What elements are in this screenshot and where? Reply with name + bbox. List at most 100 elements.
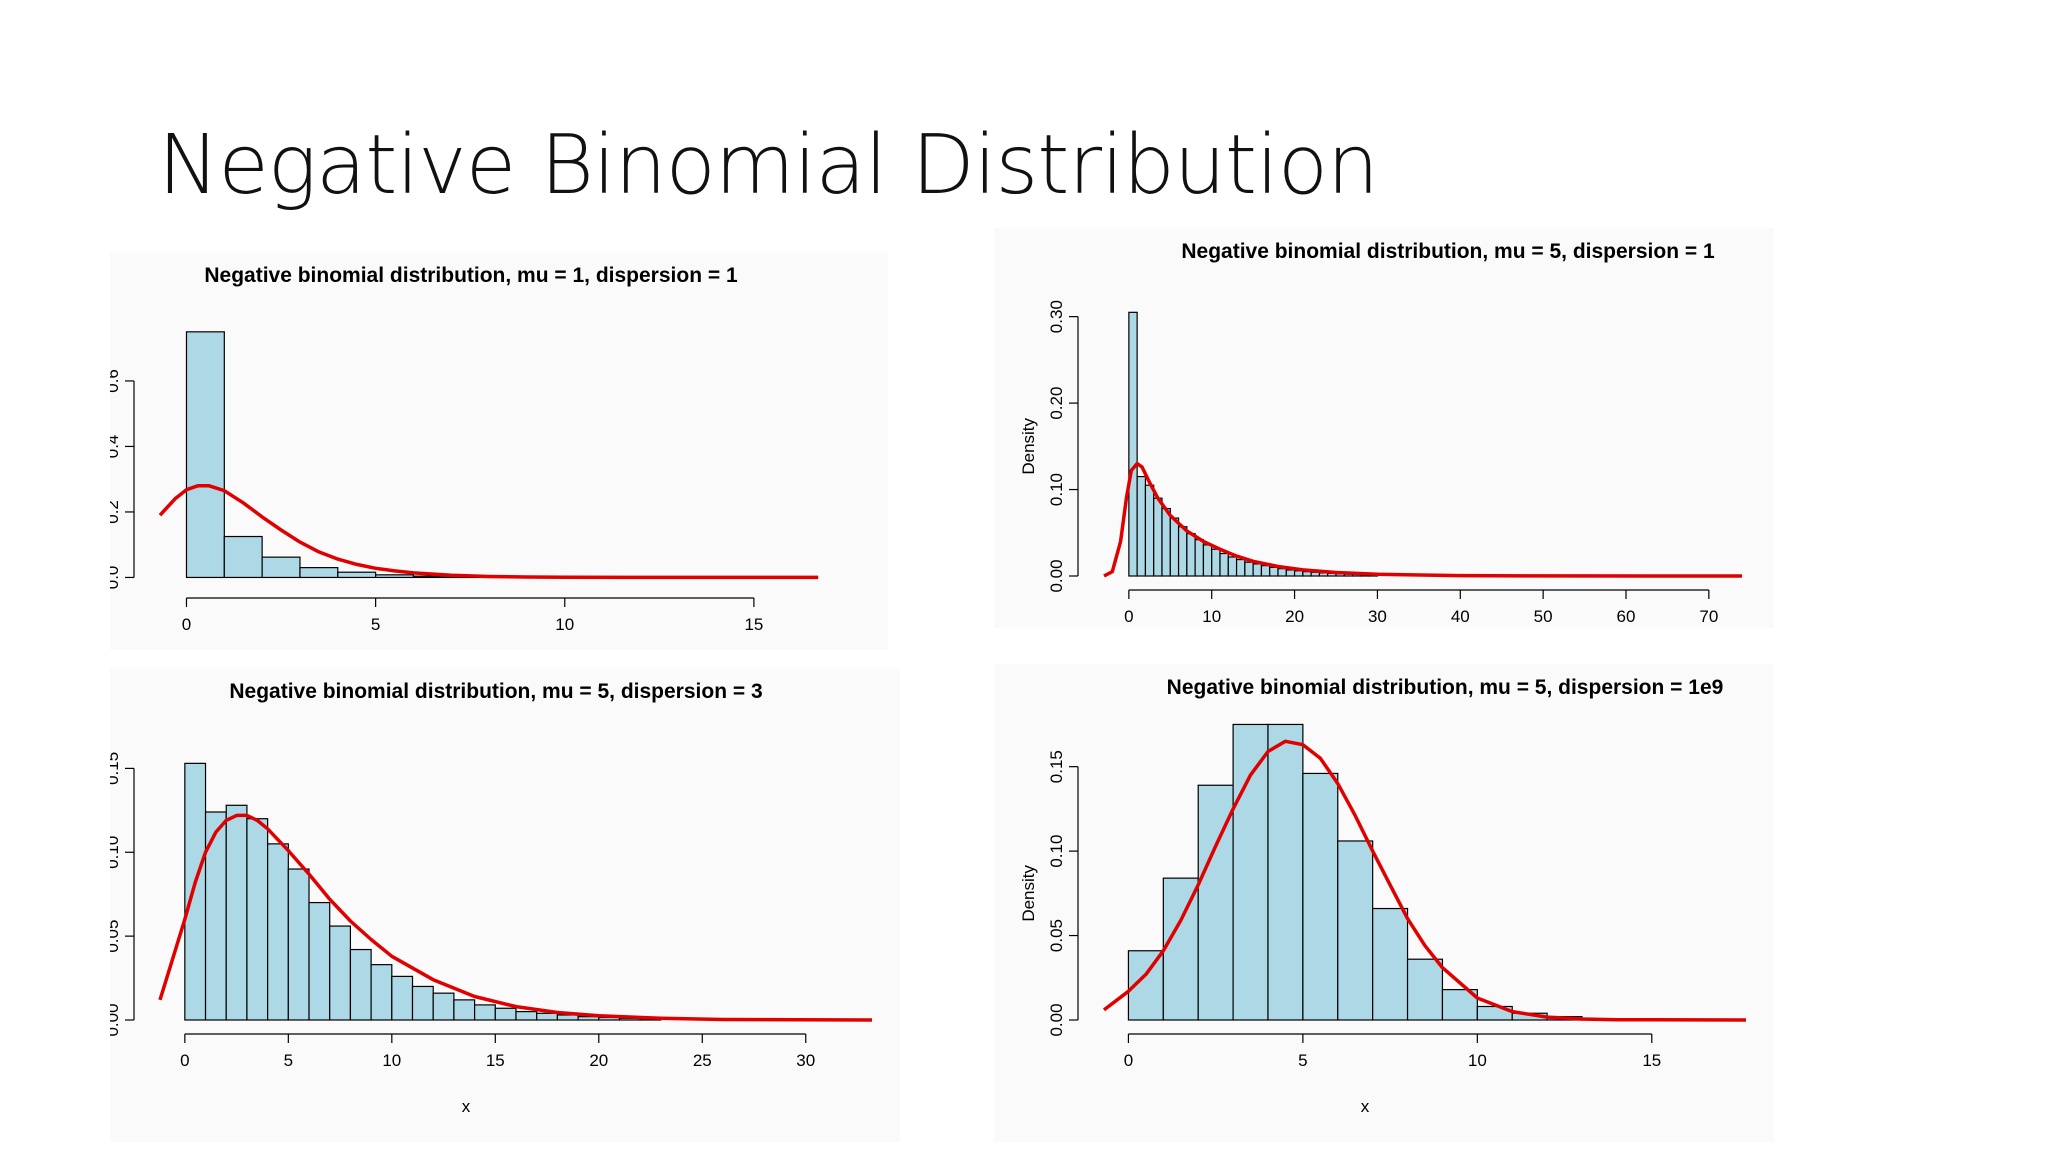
x-tick-label: 10 <box>382 1051 401 1070</box>
y-tick-label: 0.15 <box>1047 750 1066 783</box>
y-tick-label: 0.10 <box>1047 473 1066 506</box>
chart-panel-1: Negative binomial distribution, mu = 1, … <box>110 252 888 650</box>
histogram-bar <box>1161 507 1171 577</box>
y-axis: 0.00.20.40.6Density <box>110 369 135 590</box>
y-axis-label: Density <box>1019 864 1038 921</box>
histogram-mu5-disp3: Negative binomial distribution, mu = 5, … <box>110 668 900 1142</box>
x-tick-label: 0 <box>1124 607 1133 626</box>
histogram-bar <box>1153 497 1163 577</box>
x-tick-label: 25 <box>693 1051 712 1070</box>
y-tick-label: 0.20 <box>1047 387 1066 420</box>
x-tick-label: 15 <box>744 615 763 634</box>
histogram-bar <box>287 868 310 1021</box>
histogram-bar <box>267 843 289 1021</box>
histogram-bar <box>261 556 301 579</box>
chart-panel-4: Negative binomial distribution, mu = 5, … <box>994 664 1774 1142</box>
chart-title: Negative binomial distribution, mu = 5, … <box>1181 240 1715 263</box>
y-tick-label: 0.00 <box>1047 1003 1066 1036</box>
histogram-bar <box>1136 475 1147 577</box>
histogram-bar <box>1235 558 1246 577</box>
histogram-mu1-disp1: Negative binomial distribution, mu = 1, … <box>110 252 888 650</box>
histogram-mu5-disp1e9: Negative binomial distribution, mu = 5, … <box>994 664 1774 1142</box>
x-tick-label: 50 <box>1534 607 1553 626</box>
histogram-bar <box>246 818 269 1021</box>
histogram-bar <box>1194 539 1205 577</box>
histogram-bar <box>1302 772 1339 1021</box>
y-tick-label: 0.30 <box>1047 300 1066 333</box>
histogram-bar <box>515 1011 538 1021</box>
histogram-bar <box>1269 566 1279 577</box>
x-tick-label: 0 <box>180 1051 189 1070</box>
chart-title: Negative binomial distribution, mu = 1, … <box>204 264 738 287</box>
x-tick-label: 20 <box>1285 607 1304 626</box>
bars <box>1128 311 1379 577</box>
histogram-bar <box>391 975 414 1021</box>
y-tick-label: 0.00 <box>1047 559 1066 592</box>
x-axis-label: x <box>462 1097 471 1116</box>
histogram-bar <box>1406 958 1444 1021</box>
slide-title: Negative Binomial Distribution <box>158 118 1379 213</box>
chart-panel-3: Negative binomial distribution, mu = 5, … <box>110 668 900 1142</box>
chart-title: Negative binomial distribution, mu = 5, … <box>1167 676 1724 699</box>
x-tick-label: 40 <box>1451 607 1470 626</box>
histogram-bar <box>1128 311 1138 577</box>
histogram-bar <box>1162 877 1199 1021</box>
chart-panel-2: Negative binomial distribution, mu = 5, … <box>994 228 1774 628</box>
y-tick-label: 0.00 <box>110 1003 122 1036</box>
histogram-bar <box>1186 533 1196 577</box>
chart-background <box>110 252 888 650</box>
y-tick-label: 0.10 <box>1047 835 1066 868</box>
density-curve <box>1102 739 1747 1022</box>
x-tick-label: 5 <box>371 615 380 634</box>
x-tick-label: 30 <box>796 1051 815 1070</box>
histogram-bar <box>1219 552 1229 577</box>
x-axis: 0 5 10 15 <box>182 597 763 634</box>
histogram-bar <box>299 567 339 579</box>
x-tick-label: 30 <box>1368 607 1387 626</box>
histogram-bar <box>375 574 415 579</box>
histogram-bar <box>308 901 331 1021</box>
x-tick-label: 0 <box>182 615 191 634</box>
histogram-bar <box>1232 723 1269 1021</box>
histogram-bar <box>474 1004 496 1021</box>
x-axis: 0 10 20 30 40 50 60 70 <box>1124 589 1718 626</box>
histogram-bar <box>329 925 352 1021</box>
histogram-bar <box>494 1007 517 1021</box>
histogram-bar <box>1302 571 1312 577</box>
chart-background <box>994 664 1774 1142</box>
histogram-bar <box>556 1014 579 1021</box>
y-tick-label: 0.10 <box>110 836 122 869</box>
histogram-bar <box>1260 565 1271 577</box>
histogram-bar <box>184 762 207 1021</box>
histogram-bar <box>337 571 377 579</box>
x-tick-label: 70 <box>1699 607 1718 626</box>
x-tick-label: 60 <box>1617 607 1636 626</box>
x-tick-label: 20 <box>589 1051 608 1070</box>
chart-title: Negative binomial distribution, mu = 5, … <box>229 680 762 703</box>
histogram-bar <box>1211 548 1221 577</box>
x-tick-label: 5 <box>284 1051 293 1070</box>
x-tick-label: 10 <box>1468 1051 1487 1070</box>
histogram-bar <box>1337 840 1374 1021</box>
x-tick-label: 10 <box>555 615 574 634</box>
histogram-bar <box>225 804 248 1021</box>
histogram-mu5-disp1: Negative binomial distribution, mu = 5, … <box>994 228 1774 628</box>
y-tick-label: 0.2 <box>110 500 122 524</box>
histogram-bar <box>1244 561 1254 577</box>
y-tick-label: 0.0 <box>110 566 122 590</box>
histogram-bar <box>1372 907 1409 1021</box>
histogram-bar <box>1177 526 1188 577</box>
x-axis: 0 5 10 15 20 25 30 x <box>180 1033 815 1116</box>
x-axis-label: x <box>1361 1097 1370 1116</box>
y-axis: 0.00 0.10 0.20 0.30 Density <box>1019 300 1079 593</box>
histogram-bar <box>1202 544 1213 577</box>
x-tick-label: 0 <box>1124 1051 1133 1070</box>
y-tick-label: 0.15 <box>110 752 122 785</box>
chart-background <box>994 228 1774 628</box>
x-axis: 0 5 10 15 x <box>1124 1033 1661 1116</box>
histogram-bar <box>1285 569 1296 577</box>
y-tick-label: 0.05 <box>110 920 122 953</box>
histogram-bar <box>185 331 225 579</box>
